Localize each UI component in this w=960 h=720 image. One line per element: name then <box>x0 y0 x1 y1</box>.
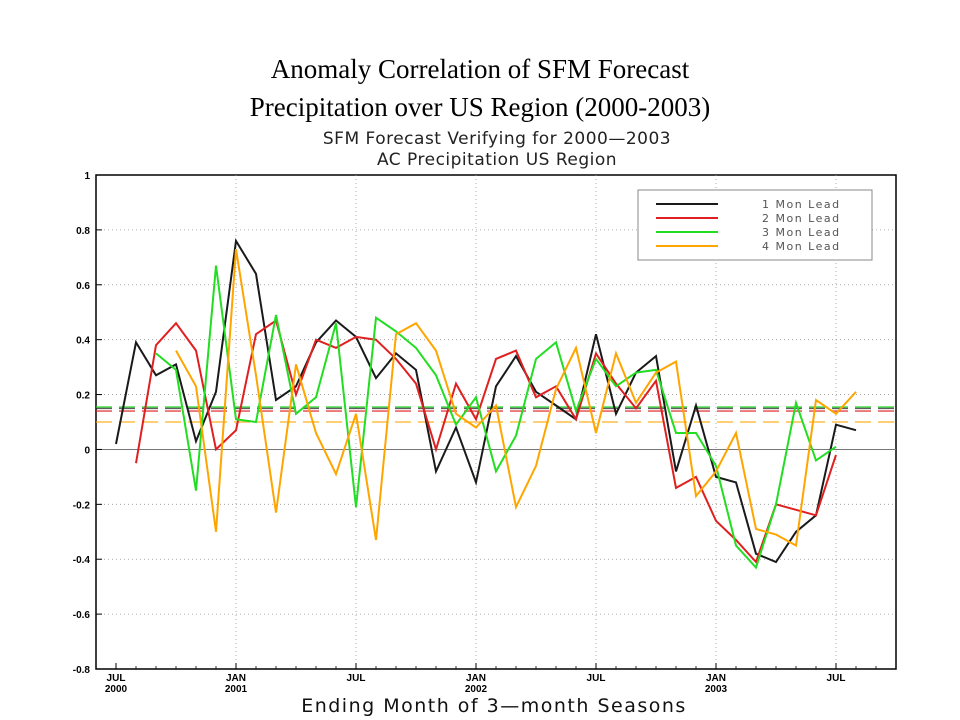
legend-label: 2 Mon Lead <box>762 212 841 225</box>
slide-title: Anomaly Correlation of SFM Forecast Prec… <box>0 50 960 126</box>
x-tick-month-label: JAN <box>706 673 726 684</box>
series-lines <box>115 237 857 570</box>
y-tick-label: 0 <box>84 445 90 456</box>
chart-subtitle: AC Precipitation US Region <box>377 150 617 170</box>
y-tick-label: -0.2 <box>73 500 91 511</box>
series-line-3-mon-lead <box>155 265 837 570</box>
x-tick-month-label: JAN <box>226 673 246 684</box>
x-axis-label: Ending Month of 3—month Seasons <box>301 695 687 717</box>
y-tick-label: 0.4 <box>76 336 90 347</box>
x-tick-year-label: 2000 <box>105 684 128 695</box>
legend-label: 4 Mon Lead <box>762 240 841 253</box>
legend-label: 3 Mon Lead <box>762 226 841 239</box>
x-tick-month-label: JAN <box>466 673 486 684</box>
y-tick-label: 0.2 <box>76 391 90 402</box>
x-tick-month-label: JUL <box>347 673 366 684</box>
x-tick-month-label: JUL <box>107 673 126 684</box>
x-tick-year-label: 2002 <box>465 684 488 695</box>
legend-box <box>637 189 873 261</box>
plot-area <box>95 174 897 670</box>
y-tick-label: 0.8 <box>76 226 90 237</box>
y-axis-ticks: -0.8 -0.6 -0.4 -0.2 0 0.2 0.4 0.6 0.8 1 <box>73 171 102 676</box>
y-tick-label: -0.6 <box>73 610 91 621</box>
y-tick-label: 0.6 <box>76 281 90 292</box>
slide-title-line-2: Precipitation over US Region (2000-2003) <box>249 92 711 122</box>
x-tick-year-label: 2001 <box>225 684 248 695</box>
legend-label: 1 Mon Lead <box>762 198 841 211</box>
slide-title-line-1: Anomaly Correlation of SFM Forecast <box>270 54 690 84</box>
chart-title: SFM Forecast Verifying for 2000—2003 <box>323 129 671 149</box>
y-tick-label: -0.4 <box>73 555 91 566</box>
y-tick-label: 1 <box>84 171 90 182</box>
x-tick-month-label: JUL <box>827 673 846 684</box>
series-line-4-mon-lead <box>175 248 857 548</box>
x-tick-month-label: JUL <box>587 673 606 684</box>
x-tick-year-label: 2003 <box>705 684 728 695</box>
y-tick-label: -0.8 <box>73 665 91 676</box>
